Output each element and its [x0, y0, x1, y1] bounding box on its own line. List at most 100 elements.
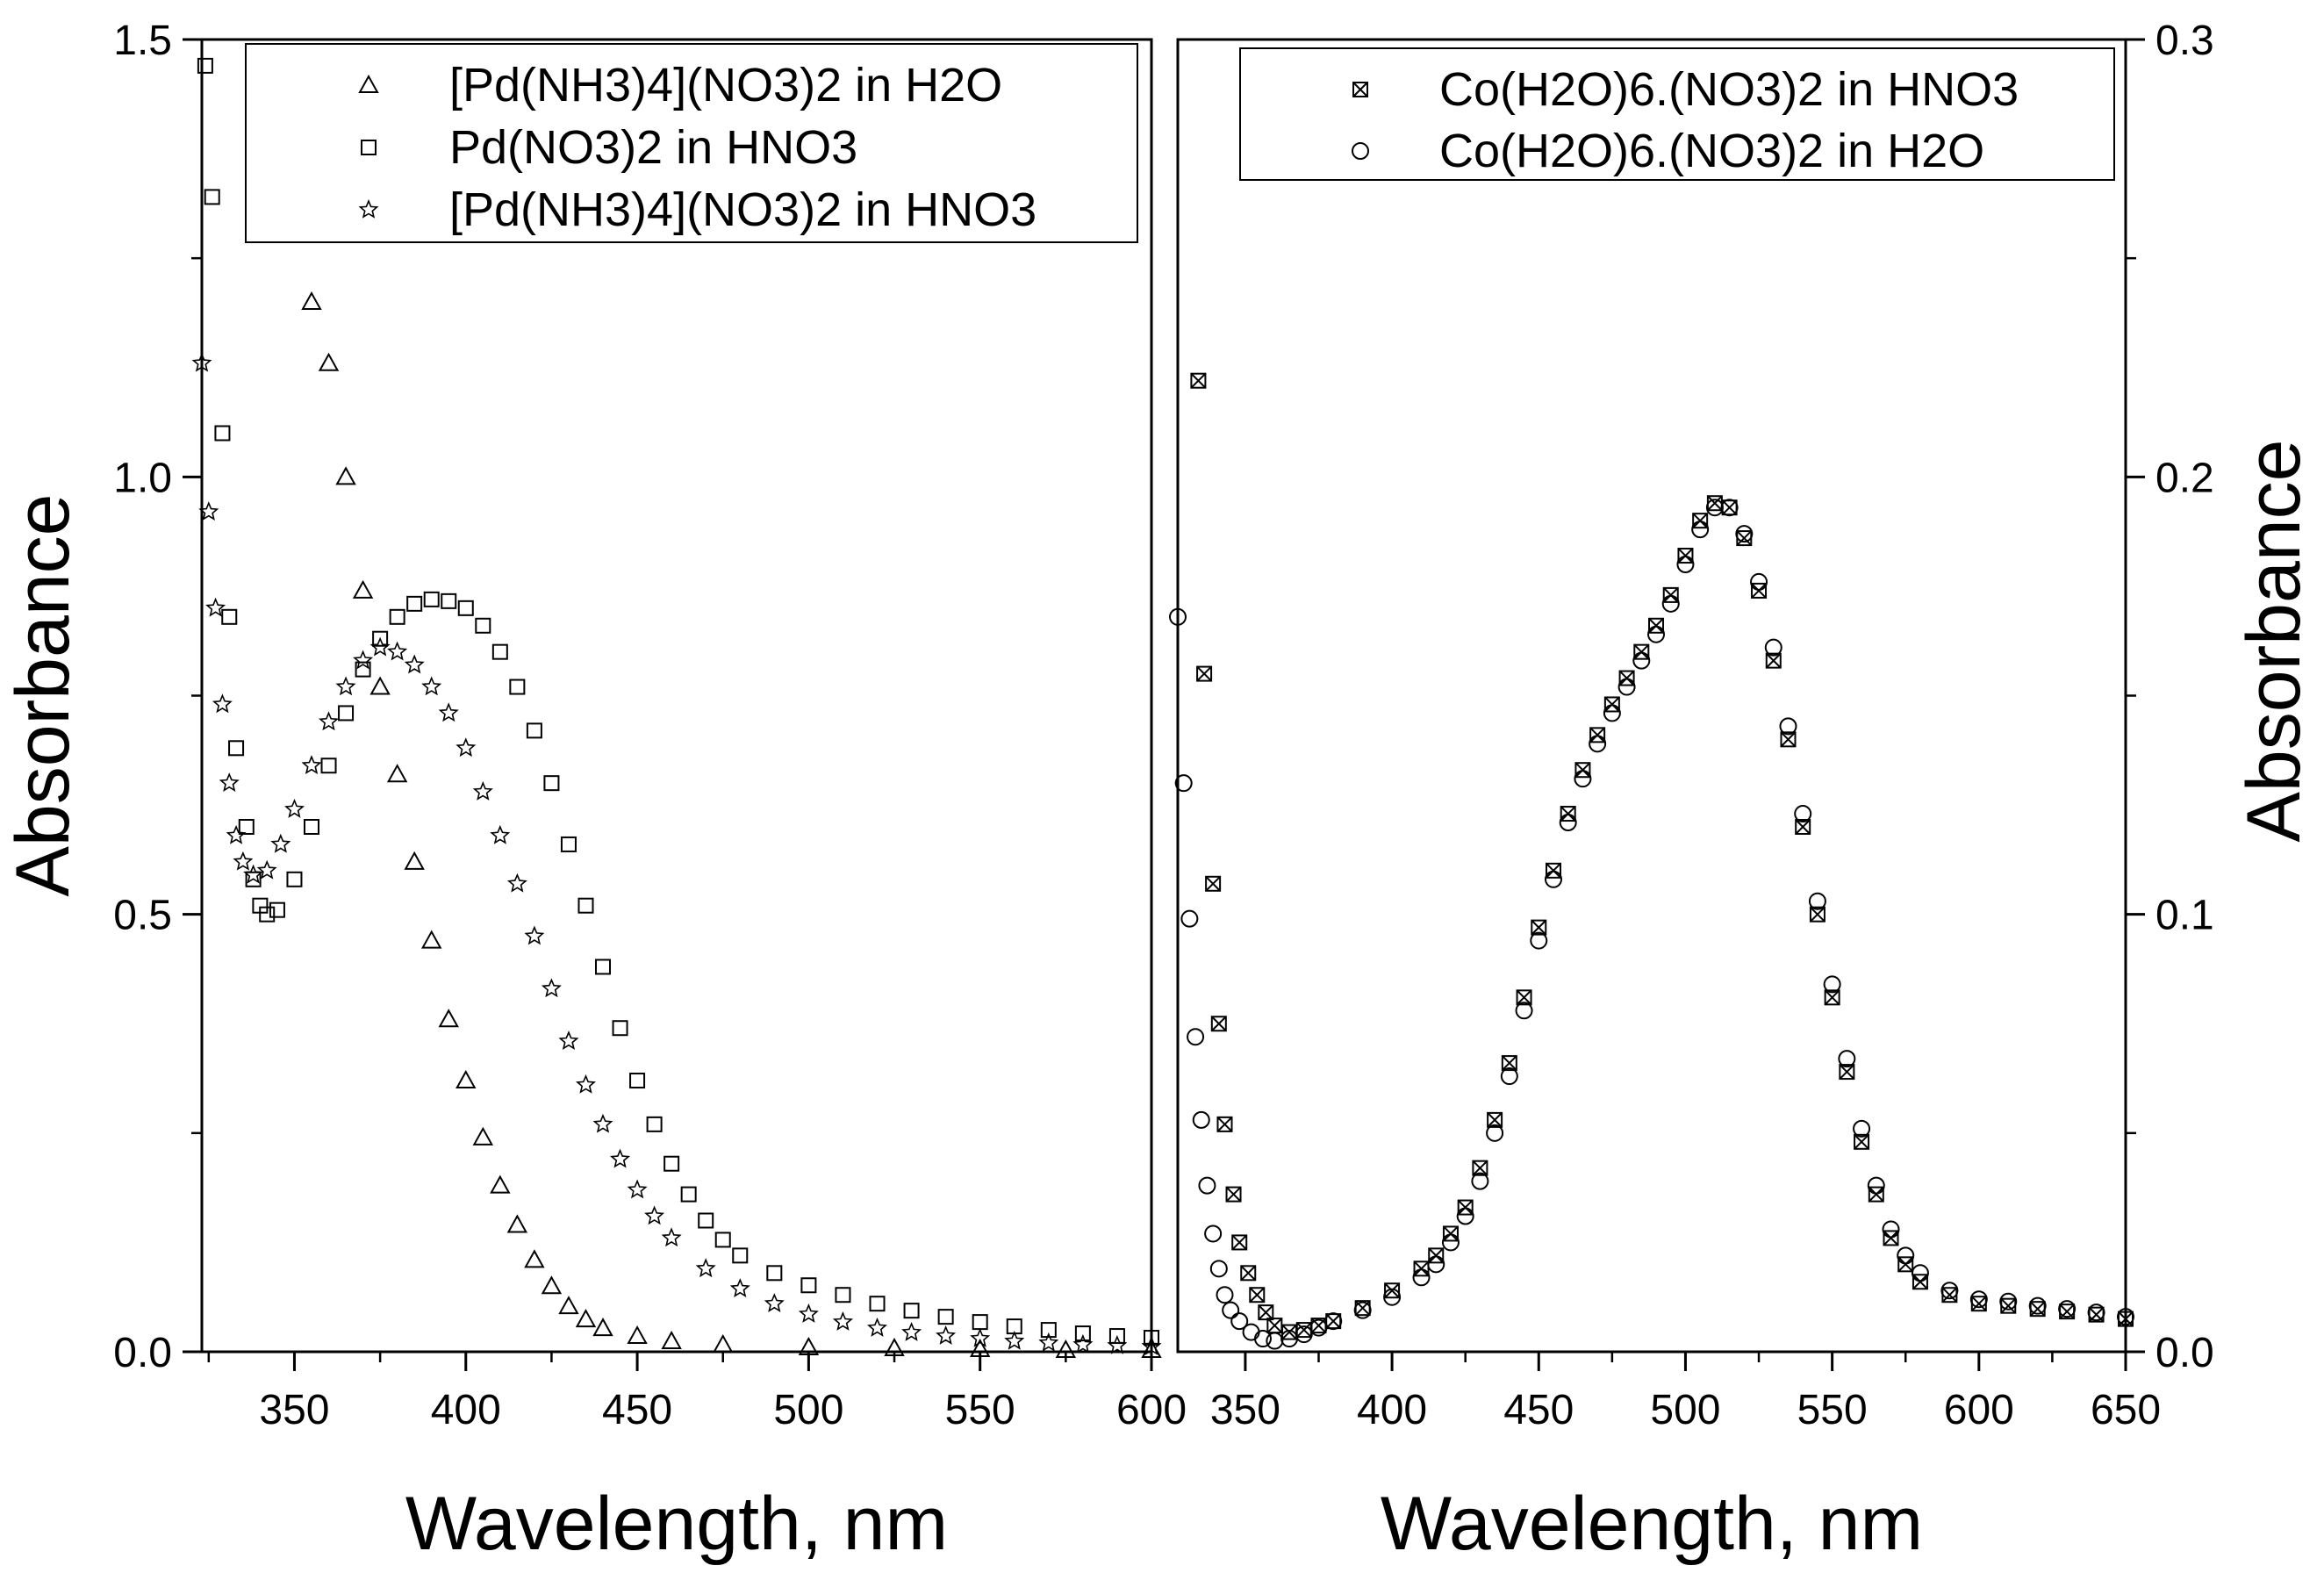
right-data-point: [1487, 1111, 1503, 1128]
left-data-point: [592, 1318, 613, 1337]
left-data-point: [766, 1265, 783, 1282]
left-data-point: [214, 425, 231, 442]
right-data-point: [1808, 892, 1826, 910]
left-data-point: [798, 1304, 819, 1323]
right-data-point: [1691, 521, 1710, 539]
left-data-point: [698, 1212, 714, 1229]
right-panel: 0.0 0.1 0.2 0.3 350 400 450 500 550 600 650 Wavel…: [1169, 18, 2316, 1566]
right-data-point: [1882, 1220, 1900, 1239]
left-data-point: [661, 1227, 682, 1247]
right-data-point: [1501, 1055, 1517, 1072]
left-data-point: [455, 737, 477, 758]
right-data-point: [1661, 594, 1680, 613]
right-data-point: [1897, 1246, 1915, 1265]
right-data-point: [1940, 1282, 1959, 1300]
left-data-point: [646, 1116, 663, 1132]
right-data-point: [1559, 814, 1577, 832]
right-data-point: [1295, 1325, 1313, 1344]
right-data-point: [1427, 1255, 1445, 1274]
right-data-point: [1530, 931, 1548, 950]
left-data-point: [319, 711, 339, 731]
left-data-point: [387, 641, 408, 661]
left-data-point: [1074, 1325, 1091, 1342]
left-data-point: [663, 1155, 680, 1172]
left-data-point: [438, 1009, 459, 1028]
left-data-point: [221, 608, 238, 625]
left-data-point: [404, 851, 425, 870]
right-data-point: [1258, 1304, 1274, 1321]
right-legend: Co(H2O)6.(NO3)2 in HNO3 Co(H2O)6.(NO3)2 …: [1239, 47, 2115, 181]
right-data-point: [1544, 870, 1562, 888]
right-data-point: [1779, 717, 1797, 736]
left-data-point: [969, 1338, 991, 1358]
left-data-points: [191, 57, 1162, 1359]
right-data-point: [1500, 1067, 1518, 1086]
right-y-tick-labels: 0.0 0.1 0.2 0.3: [2155, 18, 2214, 1376]
left-data-point: [284, 799, 305, 818]
left-data-point: [472, 780, 493, 801]
left-data-point: [884, 1337, 905, 1357]
left-data-point: [355, 661, 371, 678]
left-y-tick-labels: 0.0 0.5 1.0 1.5: [113, 18, 172, 1376]
left-data-point: [595, 959, 612, 975]
left-data-point: [629, 1073, 646, 1089]
left-y-axis-title: Absorbance: [1, 494, 85, 897]
left-data-point: [695, 1258, 716, 1278]
left-data-point: [226, 824, 247, 844]
right-data-point: [1225, 1186, 1242, 1203]
left-data-point: [903, 1303, 920, 1319]
right-y-tick-label: 0.1: [2155, 893, 2214, 939]
left-data-point: [1055, 1339, 1077, 1359]
left-y-tick-label: 0.0: [113, 1330, 172, 1376]
left-data-point: [455, 1069, 477, 1089]
right-data-point: [1750, 572, 1768, 591]
left-data-point: [832, 1311, 854, 1331]
right-legend-box: [1239, 47, 2115, 181]
left-data-point: [627, 1179, 648, 1199]
legend-marker-boxed-x: [1352, 82, 1368, 97]
left-x-tick-label: 550: [945, 1387, 1015, 1433]
right-data-point: [1309, 1318, 1328, 1337]
right-data-point: [1969, 1290, 1988, 1309]
right-data-point: [1353, 1301, 1372, 1319]
left-data-point: [369, 676, 391, 695]
right-ticks: [1244, 38, 2145, 1371]
right-data-point: [1384, 1282, 1401, 1299]
left-data-point: [970, 1327, 991, 1347]
right-data-point: [1824, 989, 1840, 1006]
left-data-point: [506, 1214, 528, 1233]
left-data-point: [612, 1020, 628, 1037]
left-data-point: [867, 1318, 887, 1337]
right-data-point: [1617, 678, 1636, 696]
left-data-point: [338, 705, 355, 722]
right-data-point: [1190, 372, 1207, 389]
left-data-point: [644, 1205, 665, 1225]
right-data-point: [1823, 975, 1841, 994]
left-data-point: [372, 630, 389, 647]
right-series-boxed-x: [1190, 372, 2134, 1340]
left-data-point: [577, 897, 594, 914]
right-data-point: [2028, 1296, 2047, 1315]
left-data-point: [732, 1247, 749, 1264]
right-data-point: [1676, 556, 1695, 573]
right-data-point: [1216, 1116, 1233, 1132]
left-panel: 0.0 0.5 1.0 1.5 350 400 450 500 550 600 Waveleng…: [1, 18, 1187, 1566]
right-data-point: [1196, 665, 1213, 682]
left-data-point: [835, 1287, 851, 1304]
left-data-point: [269, 901, 285, 918]
left-data-point: [661, 1330, 682, 1350]
left-x-tick-label: 400: [431, 1387, 501, 1433]
left-data-point: [270, 833, 291, 853]
left-data-point: [800, 1277, 817, 1294]
left-data-point: [491, 643, 508, 660]
left-x-tick-label: 500: [773, 1387, 843, 1433]
left-data-point: [256, 859, 277, 880]
left-legend-markers: [358, 74, 379, 219]
right-data-point: [1720, 499, 1739, 517]
left-data-point: [680, 1186, 697, 1203]
left-data-point: [406, 595, 423, 612]
right-data-point: [2087, 1304, 2105, 1322]
left-data-point: [575, 1309, 597, 1328]
right-data-point: [1780, 731, 1797, 748]
